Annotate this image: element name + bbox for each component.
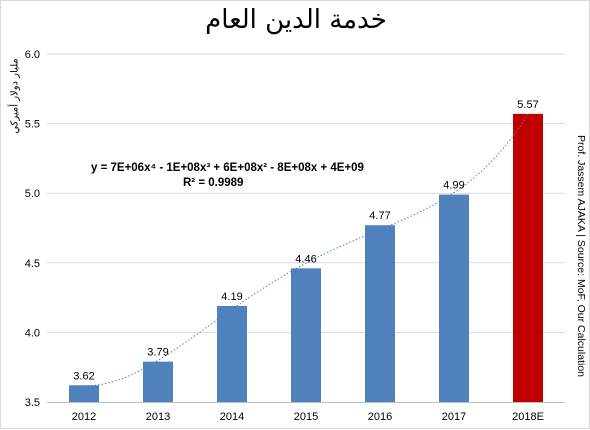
trendline — [83, 113, 529, 387]
bar-2017 — [439, 194, 469, 402]
data-label: 5.57 — [517, 99, 538, 111]
bar-2015 — [291, 268, 321, 402]
x-tick-label: 2014 — [220, 411, 244, 423]
y-tick-label: 5.0 — [25, 188, 40, 200]
bar-2014 — [217, 305, 247, 402]
x-tick-label: 2013 — [146, 411, 170, 423]
data-label: 4.77 — [369, 210, 390, 222]
y-tick-label: 6.0 — [25, 49, 40, 61]
x-tick-label: 2012 — [72, 411, 96, 423]
x-tick-label: 2016 — [368, 411, 392, 423]
bar-2013 — [143, 361, 173, 402]
trendline-path — [83, 113, 529, 387]
trendline-formula: y = 7E+06x⁴ - 1E+08x³ + 6E+08x² - 8E+08x… — [91, 162, 364, 174]
x-tick-label: 2015 — [294, 411, 318, 423]
y-axis-ticks: 3.5 4.0 4.5 5.0 5.5 6.0 — [25, 49, 40, 409]
trendline-r-squared: R² = 0.9989 — [183, 177, 244, 189]
x-tick-label: 2018E — [512, 411, 544, 423]
bars — [69, 113, 543, 402]
trendline-equation: y = 7E+06x⁴ - 1E+08x³ + 6E+08x² - 8E+08x… — [91, 161, 364, 191]
data-label: 4.19 — [221, 291, 242, 303]
data-label: 3.62 — [73, 370, 94, 382]
bar-2018E — [513, 113, 543, 402]
data-labels: 3.62 3.79 4.19 4.46 4.77 4.99 5.57 — [73, 99, 538, 382]
y-tick-label: 4.5 — [25, 258, 40, 270]
bar-2012 — [69, 385, 99, 402]
data-label: 3.79 — [147, 347, 168, 359]
x-tick-label: 2017 — [442, 411, 466, 423]
x-axis-ticks: 2012 2013 2014 2015 2016 2017 2018E — [72, 411, 544, 423]
bar-2016 — [365, 225, 395, 402]
y-tick-label: 4.0 — [25, 327, 40, 339]
y-tick-label: 5.5 — [25, 119, 40, 131]
chart-title: خدمة الدين العام — [205, 5, 387, 35]
y-tick-label: 3.5 — [25, 397, 40, 409]
data-label: 4.99 — [443, 180, 464, 192]
data-label: 4.46 — [295, 253, 316, 265]
